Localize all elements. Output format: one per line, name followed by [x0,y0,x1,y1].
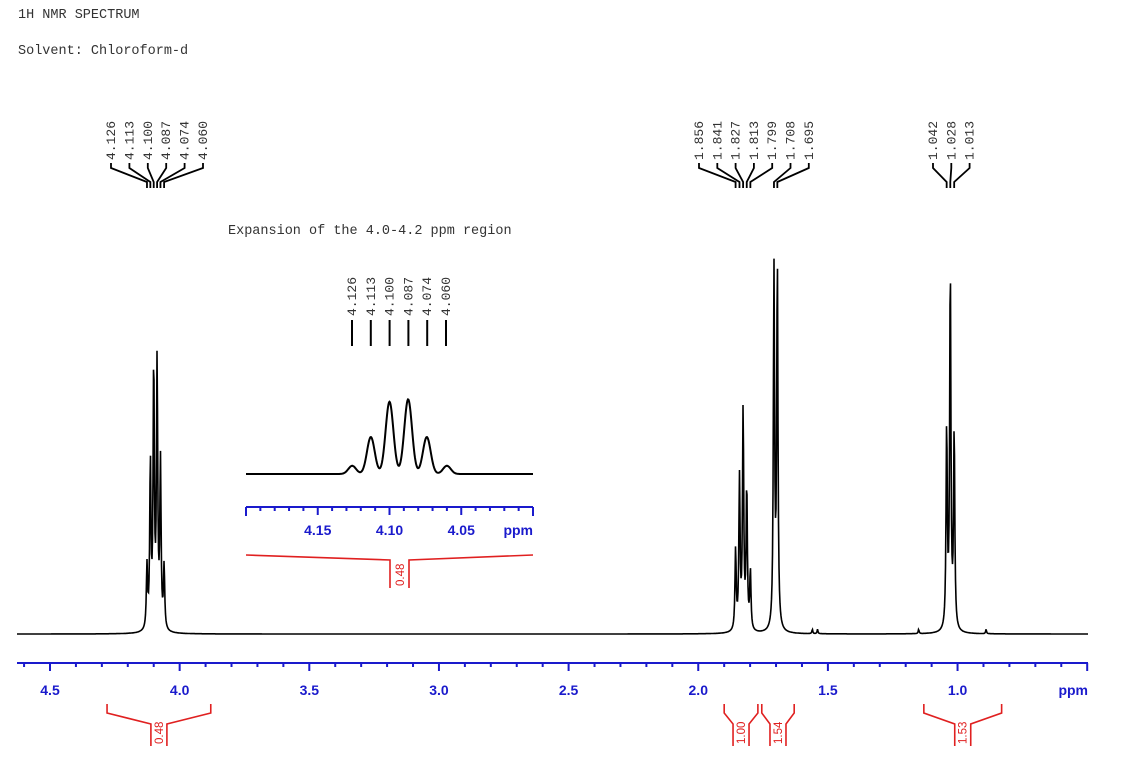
axis-tick-label: 4.0 [170,682,190,698]
inset-caption: Expansion of the 4.0-4.2 ppm region [228,224,512,239]
peak-shift-label: 1.827 [729,121,744,160]
integral-value: 1.53 [958,722,970,744]
spectrum-title: 1H NMR SPECTRUM [18,8,140,23]
inset-tick-label: 4.05 [448,522,475,538]
axis-tick-label: 3.0 [429,682,449,698]
inset-tick-label: 4.15 [304,522,331,538]
peak-label-group: 1.042 1.028 1.013 [926,121,978,188]
peak-shift-label: 4.087 [159,121,174,160]
peak-shift-label: 1.813 [747,121,762,160]
integral-bracket: 1.54 [760,704,795,746]
inset-peak-label: 4.060 [439,277,454,316]
integral-bracket: 1.53 [923,704,1003,746]
inset-tick-label: 4.10 [376,522,403,538]
peak-shift-label: 1.013 [963,121,978,160]
peak-shift-label: 4.074 [178,121,193,160]
inset-integral-bracket: 0.48 [245,554,534,588]
main-spectrum-trace [17,258,1088,635]
peak-shift-label: 1.028 [944,121,959,160]
axis-tick-label: 2.0 [689,682,709,698]
spectrum-line [17,258,1088,635]
axis-tick-label: 4.5 [40,682,60,698]
peak-label-group: 4.126 4.113 4.100 4.087 4.074 4.060 [104,121,211,188]
inset-axis-unit: ppm [503,522,533,538]
axis-unit-label: ppm [1058,682,1088,698]
integral-value: 1.00 [736,722,748,744]
integral-value: 0.48 [154,722,166,744]
inset-peak-label: 4.100 [383,277,398,316]
axis-tick-label: 1.5 [818,682,838,698]
integral-bracket: 1.00 [723,704,759,746]
integral-value: 1.54 [773,721,785,744]
inset-spectrum-line [246,397,533,475]
peak-labels: 4.126 4.113 4.100 4.087 4.074 4.060 1.856 1.841… [104,121,978,188]
peak-shift-label: 1.856 [692,121,707,160]
main-ppm-axis: 4.5 4.0 3.5 3.0 2.5 2.0 1.5 1.0 ppm [17,662,1089,698]
peak-shift-label: 1.042 [926,121,941,160]
solvent-label: Solvent: Chloroform-d [18,44,189,59]
inset-peak-label: 4.074 [420,277,435,316]
peak-shift-label: 4.100 [141,121,156,160]
peak-shift-label: 4.060 [196,121,211,160]
integral-markers: 0.48 1.00 1.54 1.53 [106,704,1003,746]
inset-peak-label: 4.113 [364,277,379,316]
inset-integral-value: 0.48 [395,564,407,586]
peak-shift-label: 1.708 [784,121,799,160]
peak-label-group: 1.856 1.841 1.827 1.813 1.799 1.708 1.695 [692,121,817,188]
axis-tick-label: 3.5 [300,682,320,698]
inset-peak-label: 4.087 [401,277,416,316]
peak-shift-label: 1.695 [802,121,817,160]
peak-shift-label: 4.113 [122,121,137,160]
peak-shift-label: 4.126 [104,121,119,160]
peak-shift-label: 1.799 [765,121,780,160]
integral-bracket: 0.48 [106,704,212,746]
inset-expansion: 4.126 4.113 4.100 4.087 4.074 4.060 4.15 4.10 4.… [245,277,534,588]
inset-peak-label: 4.126 [345,277,360,316]
axis-tick-label: 1.0 [948,682,968,698]
peak-shift-label: 1.841 [710,121,725,160]
axis-tick-label: 2.5 [559,682,579,698]
